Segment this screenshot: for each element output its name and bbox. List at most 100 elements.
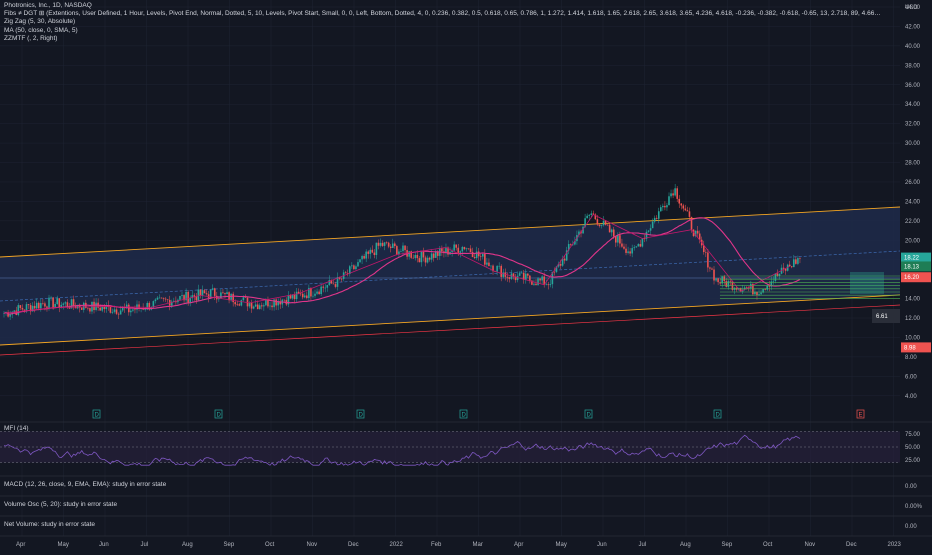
red-level-tag: 16.20 bbox=[904, 275, 920, 281]
fib-cluster-zone bbox=[850, 272, 884, 294]
candle-body bbox=[784, 268, 787, 271]
candle-body bbox=[412, 257, 415, 259]
candle-body bbox=[414, 254, 417, 259]
moving-average-line bbox=[3, 217, 801, 315]
candle-body bbox=[694, 230, 697, 237]
candle-body bbox=[725, 281, 728, 287]
candle-body bbox=[404, 245, 406, 251]
channel-upper-line bbox=[0, 206, 901, 258]
candle-body bbox=[187, 291, 189, 303]
candle-body bbox=[130, 310, 132, 313]
candle-body bbox=[87, 307, 89, 309]
candle-body bbox=[99, 307, 101, 311]
candle-body bbox=[306, 295, 308, 299]
candle-body bbox=[469, 248, 472, 253]
candle-body bbox=[179, 296, 181, 300]
candle-body bbox=[148, 302, 151, 310]
candle-body bbox=[89, 308, 91, 312]
candle-body bbox=[774, 273, 777, 281]
candle-body bbox=[770, 281, 773, 287]
candle-body bbox=[717, 278, 719, 283]
candle-body bbox=[256, 304, 259, 310]
dividend-marker-label: D bbox=[359, 413, 364, 419]
candle-body bbox=[191, 295, 194, 299]
volume-osc-pane-label[interactable]: Volume Osc (5, 20): study in error state bbox=[4, 501, 118, 508]
candle-body bbox=[598, 224, 601, 226]
candle-body bbox=[512, 273, 515, 277]
candle-body bbox=[756, 291, 758, 296]
price-axis-tick: 34.00 bbox=[905, 102, 921, 108]
candle-body bbox=[508, 277, 511, 279]
low-price-tag-bg bbox=[901, 342, 931, 353]
candle-body bbox=[117, 313, 120, 315]
candle-body bbox=[263, 305, 265, 307]
candle-body bbox=[166, 299, 169, 301]
dividend-marker bbox=[713, 409, 722, 419]
candle-body bbox=[707, 252, 709, 268]
candle-body bbox=[31, 305, 34, 312]
candle-body bbox=[778, 273, 781, 276]
candle-body bbox=[567, 244, 570, 251]
candle-body bbox=[623, 246, 625, 249]
candle-body bbox=[715, 278, 717, 281]
time-axis-label: Dec bbox=[846, 542, 857, 548]
dividend-marker-label: D bbox=[587, 413, 592, 419]
candle-body bbox=[549, 284, 552, 286]
net-volume-pane-label[interactable]: Net Volume: study in error state bbox=[4, 521, 96, 528]
candle-body bbox=[287, 295, 290, 305]
price-axis-tick: 30.00 bbox=[905, 141, 921, 147]
measure-tag-bg bbox=[872, 309, 900, 323]
time-axis-label: Feb bbox=[431, 542, 442, 548]
candle-body bbox=[420, 251, 423, 263]
candle-body bbox=[359, 259, 361, 263]
candle-body bbox=[572, 244, 574, 246]
candle-body bbox=[627, 251, 629, 253]
candle-body bbox=[369, 249, 372, 254]
macd-pane-label[interactable]: MACD (12, 26, close, 9, EMA, EMA): study… bbox=[4, 481, 167, 488]
candle-body bbox=[138, 304, 140, 309]
low-price-tag: 8.98 bbox=[904, 345, 916, 351]
candle-body bbox=[222, 292, 224, 294]
candle-body bbox=[80, 307, 83, 310]
candle-body bbox=[760, 292, 762, 295]
candle-body bbox=[590, 213, 593, 215]
candle-body bbox=[719, 282, 721, 284]
candle-body bbox=[9, 314, 11, 317]
candle-body bbox=[475, 251, 478, 259]
price-axis-tick: 26.00 bbox=[905, 180, 921, 186]
candle-body bbox=[367, 251, 370, 254]
candle-body bbox=[250, 302, 253, 309]
time-axis-label: 2022 bbox=[390, 542, 404, 548]
price-axis-tick: 10.00 bbox=[905, 335, 921, 341]
candle-body bbox=[62, 303, 65, 305]
candle-body bbox=[371, 249, 374, 253]
mfi-pane-label[interactable]: MFI (14) bbox=[4, 425, 29, 432]
candle-body bbox=[314, 293, 316, 296]
candle-body bbox=[684, 208, 687, 211]
candle-body bbox=[486, 262, 488, 265]
time-axis-label: Dec bbox=[348, 542, 359, 548]
candle-body bbox=[181, 295, 183, 297]
candle-body bbox=[500, 265, 503, 277]
candle-body bbox=[111, 311, 114, 313]
candle-body bbox=[455, 244, 457, 248]
candle-body bbox=[332, 283, 335, 285]
candle-body bbox=[682, 205, 685, 209]
candle-body bbox=[109, 306, 112, 313]
candle-body bbox=[569, 244, 572, 245]
candle-body bbox=[602, 220, 605, 226]
candle-body bbox=[334, 284, 337, 287]
candle-body bbox=[387, 242, 390, 247]
candle-body bbox=[604, 220, 607, 225]
candle-body bbox=[385, 242, 388, 243]
candle-body bbox=[702, 245, 705, 253]
price-axis-tick: 28.00 bbox=[905, 161, 921, 167]
candle-body bbox=[664, 205, 666, 208]
candle-body bbox=[492, 265, 494, 272]
candle-body bbox=[37, 302, 40, 309]
candle-body bbox=[463, 246, 466, 250]
candle-body bbox=[101, 306, 104, 311]
candle-body bbox=[668, 196, 670, 206]
